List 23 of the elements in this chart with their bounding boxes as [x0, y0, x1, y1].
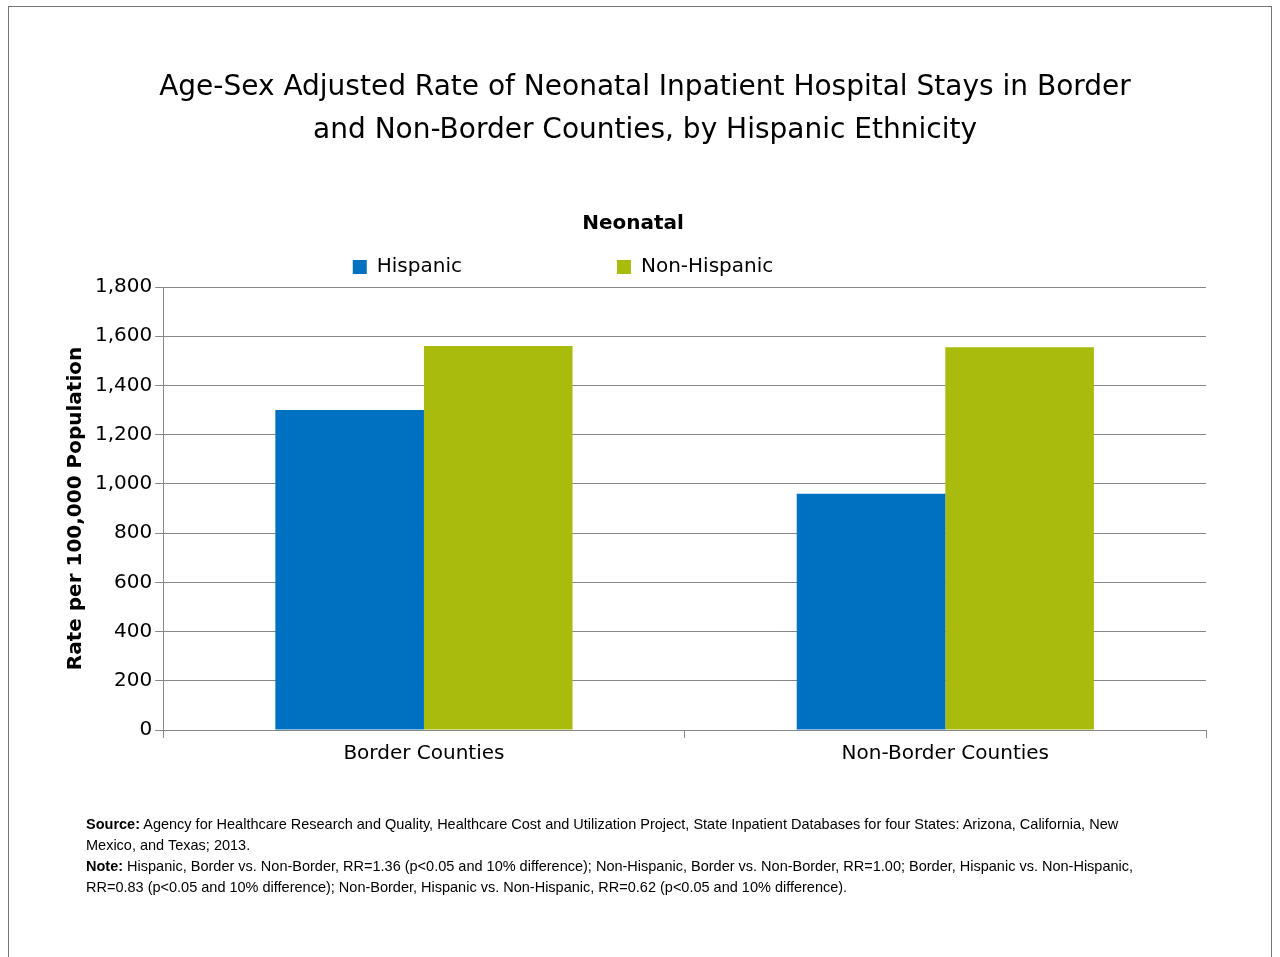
y-tick-label: 1,200 [94, 420, 153, 445]
y-tick-label: 1,000 [94, 470, 153, 495]
text: Note: Hispanic, Border vs. Non-Border, RR=1.36 (p<0.05 and 10% difference); Non-Hispanic, Border vs. Non-Border, RR=1.00; Border, Hispanic vs. Non-Hispanic, RR=0.83 (p<0.05 and 10% difference); Non-Border, Hispanic vs. Non-Hispanic, RR=0.62 (p<0.05 and 10% difference). [86, 857, 1135, 897]
legend-label: Non-Hispanic [640, 253, 914, 278]
legend-title: Neonatal [582, 210, 684, 235]
y-tick-label: 600 [114, 568, 153, 593]
y-tick-label: 0 [139, 716, 153, 741]
bar [275, 410, 424, 730]
bar [945, 347, 1094, 730]
chart-title: Age-Sex Adjusted Rate of Neonatal Inpatient Hospital Stays in Border and Non-Border Counties, by Hispanic Ethnicity [158, 68, 1132, 147]
x-tick-label: Non-Border Counties [841, 740, 1050, 765]
y-tick-label: 200 [114, 666, 153, 691]
y-tick-label: 1,400 [94, 371, 153, 396]
legend-label: Hispanic [376, 253, 602, 278]
bar [796, 493, 946, 730]
x-tick-label: Border Counties [343, 740, 505, 765]
source-note: Source: Agency for Healthcare Research and Quality, Healthcare Cost and Utilization Project, State Inpatient Databases for four States: Arizona, California, New Mexico, and Texas; 2013. [86, 815, 1120, 855]
y-tick-label: 400 [114, 617, 153, 642]
y-tick-label: 800 [114, 519, 153, 544]
y-axis-title: Rate per 100,000 Population [62, 346, 87, 671]
y-tick-label: 1,800 [94, 273, 153, 298]
y-tick-label: 1,600 [94, 322, 153, 347]
bar [423, 346, 573, 730]
